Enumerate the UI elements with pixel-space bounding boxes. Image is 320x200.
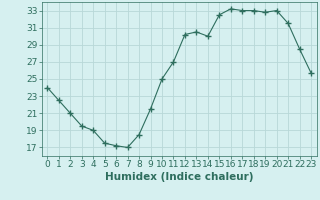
X-axis label: Humidex (Indice chaleur): Humidex (Indice chaleur) — [105, 172, 253, 182]
